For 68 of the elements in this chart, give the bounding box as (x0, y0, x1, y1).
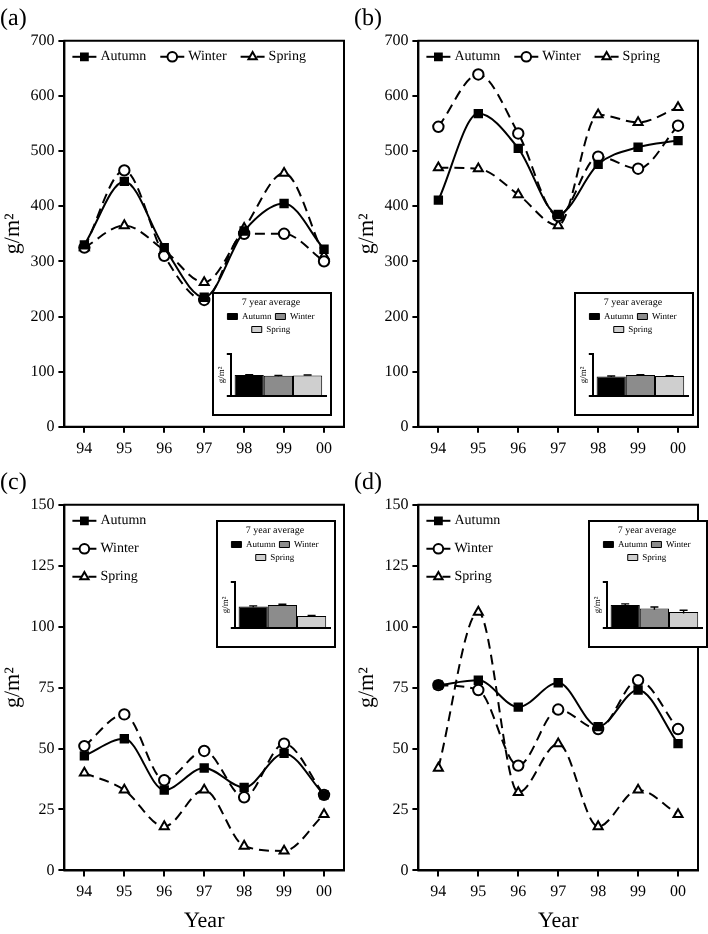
y-tick-label: 150 (30, 494, 55, 513)
x-tick-label: 95 (470, 438, 487, 457)
y-tick-label: 75 (38, 677, 55, 696)
y-tick-label: 500 (384, 141, 409, 160)
chart-title: (d) (354, 466, 382, 495)
x-tick-label: 97 (196, 438, 213, 457)
chart-title: (c) (0, 466, 27, 495)
x-tick-label: 00 (670, 882, 687, 901)
y-tick-label: 700 (30, 30, 55, 49)
y-tick-label: 100 (30, 616, 55, 635)
x-tick-label: 00 (316, 882, 333, 901)
y-tick-label: 600 (30, 86, 55, 105)
y-tick-label: 0 (400, 860, 409, 879)
y-tick-label: 125 (384, 555, 409, 574)
x-tick-label: 98 (236, 882, 253, 901)
y-tick-label: 100 (30, 361, 55, 380)
y-tick-label: 0 (46, 416, 55, 435)
x-axis-title: Year (183, 908, 226, 933)
x-tick-label: 96 (510, 882, 527, 901)
x-tick-label: 96 (156, 882, 173, 901)
y-tick-label: 400 (384, 196, 409, 215)
x-tick-label: 94 (430, 438, 447, 457)
x-tick-label: 96 (156, 438, 173, 457)
x-tick-label: 96 (510, 438, 527, 457)
y-tick-label: 100 (384, 361, 409, 380)
x-tick-label: 99 (630, 882, 647, 901)
x-tick-label: 95 (116, 882, 133, 901)
y-tick-label: 600 (384, 86, 409, 105)
y-tick-label: 150 (384, 494, 409, 513)
x-tick-label: 99 (630, 438, 647, 457)
x-tick-label: 94 (430, 882, 447, 901)
y-tick-label: 100 (384, 616, 409, 635)
x-tick-label: 94 (76, 438, 93, 457)
y-axis-title: g/m² (354, 665, 379, 709)
y-tick-label: 25 (38, 799, 55, 818)
chart-title: (a) (0, 2, 27, 31)
x-tick-label: 98 (590, 882, 607, 901)
x-tick-label: 97 (550, 882, 567, 901)
y-tick-label: 25 (392, 799, 409, 818)
x-tick-label: 98 (590, 438, 607, 457)
y-tick-label: 300 (30, 251, 55, 270)
y-axis-title: g/m² (0, 212, 25, 255)
x-tick-label: 98 (236, 438, 253, 457)
x-tick-label: 97 (550, 438, 567, 457)
x-tick-label: 99 (276, 438, 293, 457)
y-tick-label: 125 (30, 555, 55, 574)
y-tick-label: 75 (392, 677, 409, 696)
y-tick-label: 700 (384, 30, 409, 49)
x-tick-label: 94 (76, 882, 93, 901)
y-axis-title: g/m² (0, 665, 25, 709)
x-tick-label: 00 (670, 438, 687, 457)
y-tick-label: 0 (46, 860, 55, 879)
y-tick-label: 200 (384, 306, 409, 325)
y-tick-label: 300 (384, 251, 409, 270)
x-tick-label: 95 (116, 438, 133, 457)
y-tick-label: 500 (30, 141, 55, 160)
y-axis-title: g/m² (354, 212, 379, 255)
x-axis-title: Year (537, 908, 580, 933)
y-tick-label: 200 (30, 306, 55, 325)
y-tick-label: 0 (400, 416, 409, 435)
x-tick-label: 00 (316, 438, 333, 457)
y-tick-label: 50 (392, 738, 409, 757)
x-tick-label: 97 (196, 882, 213, 901)
y-tick-label: 50 (38, 738, 55, 757)
x-tick-label: 99 (276, 882, 293, 901)
x-tick-label: 95 (470, 882, 487, 901)
chart-title: (b) (354, 2, 382, 31)
y-tick-label: 400 (30, 196, 55, 215)
